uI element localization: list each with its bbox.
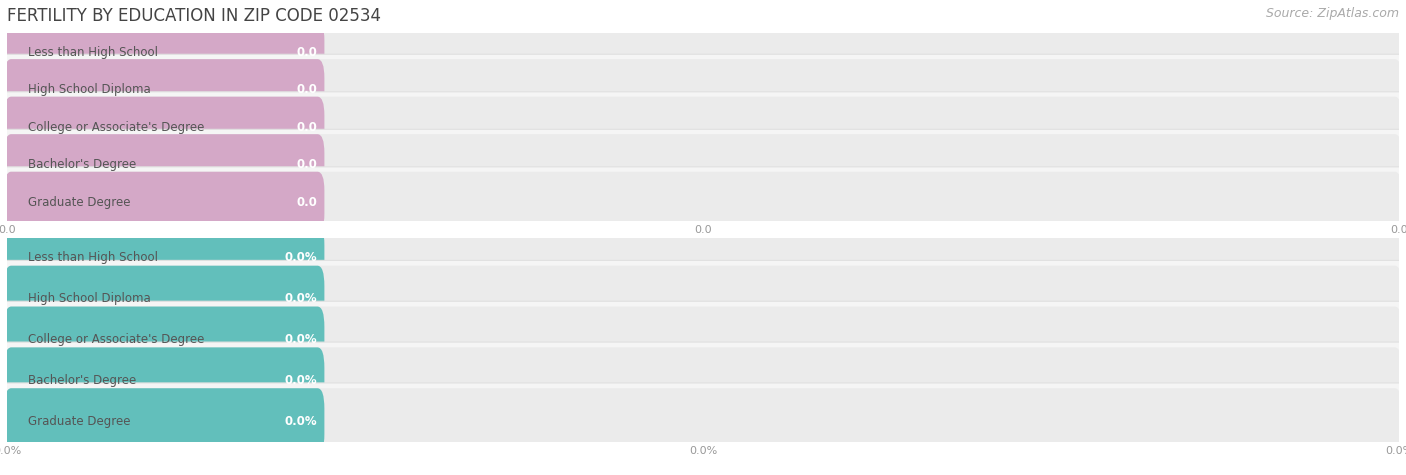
Text: Graduate Degree: Graduate Degree bbox=[28, 196, 131, 209]
FancyBboxPatch shape bbox=[0, 167, 1406, 238]
FancyBboxPatch shape bbox=[0, 129, 1406, 200]
Text: Bachelor's Degree: Bachelor's Degree bbox=[28, 374, 136, 387]
Text: 0.0%: 0.0% bbox=[285, 415, 318, 428]
FancyBboxPatch shape bbox=[4, 172, 1402, 232]
Text: High School Diploma: High School Diploma bbox=[28, 83, 150, 96]
Text: FERTILITY BY EDUCATION IN ZIP CODE 02534: FERTILITY BY EDUCATION IN ZIP CODE 02534 bbox=[7, 7, 381, 25]
FancyBboxPatch shape bbox=[4, 306, 1402, 373]
FancyBboxPatch shape bbox=[0, 342, 1406, 419]
FancyBboxPatch shape bbox=[4, 134, 1402, 195]
FancyBboxPatch shape bbox=[4, 225, 1402, 291]
Text: 0.0: 0.0 bbox=[297, 121, 318, 133]
Text: 0.0%: 0.0% bbox=[285, 292, 318, 305]
FancyBboxPatch shape bbox=[0, 219, 1406, 296]
Text: 0.0: 0.0 bbox=[297, 46, 318, 58]
Text: Graduate Degree: Graduate Degree bbox=[28, 415, 131, 428]
FancyBboxPatch shape bbox=[4, 22, 1402, 82]
Text: 0.0: 0.0 bbox=[297, 196, 318, 209]
Text: High School Diploma: High School Diploma bbox=[28, 292, 150, 305]
Text: Less than High School: Less than High School bbox=[28, 46, 157, 58]
FancyBboxPatch shape bbox=[0, 383, 1406, 460]
FancyBboxPatch shape bbox=[4, 347, 325, 414]
FancyBboxPatch shape bbox=[4, 306, 325, 373]
FancyBboxPatch shape bbox=[4, 97, 1402, 157]
Text: College or Associate's Degree: College or Associate's Degree bbox=[28, 121, 204, 133]
Text: Bachelor's Degree: Bachelor's Degree bbox=[28, 158, 136, 171]
Text: Source: ZipAtlas.com: Source: ZipAtlas.com bbox=[1265, 7, 1399, 20]
FancyBboxPatch shape bbox=[4, 134, 325, 195]
FancyBboxPatch shape bbox=[4, 266, 325, 332]
FancyBboxPatch shape bbox=[4, 97, 325, 157]
FancyBboxPatch shape bbox=[4, 388, 325, 455]
FancyBboxPatch shape bbox=[4, 388, 1402, 455]
FancyBboxPatch shape bbox=[0, 54, 1406, 125]
Text: 0.0%: 0.0% bbox=[285, 333, 318, 346]
Text: 0.0: 0.0 bbox=[297, 158, 318, 171]
FancyBboxPatch shape bbox=[4, 22, 325, 82]
FancyBboxPatch shape bbox=[4, 172, 325, 232]
FancyBboxPatch shape bbox=[0, 92, 1406, 162]
Text: 0.0: 0.0 bbox=[297, 83, 318, 96]
FancyBboxPatch shape bbox=[0, 260, 1406, 337]
Text: Less than High School: Less than High School bbox=[28, 251, 157, 265]
FancyBboxPatch shape bbox=[4, 59, 325, 120]
Text: College or Associate's Degree: College or Associate's Degree bbox=[28, 333, 204, 346]
FancyBboxPatch shape bbox=[4, 347, 1402, 414]
Text: 0.0%: 0.0% bbox=[285, 374, 318, 387]
FancyBboxPatch shape bbox=[4, 225, 325, 291]
FancyBboxPatch shape bbox=[4, 59, 1402, 120]
FancyBboxPatch shape bbox=[4, 266, 1402, 332]
FancyBboxPatch shape bbox=[0, 301, 1406, 378]
FancyBboxPatch shape bbox=[0, 17, 1406, 87]
Text: 0.0%: 0.0% bbox=[285, 251, 318, 265]
